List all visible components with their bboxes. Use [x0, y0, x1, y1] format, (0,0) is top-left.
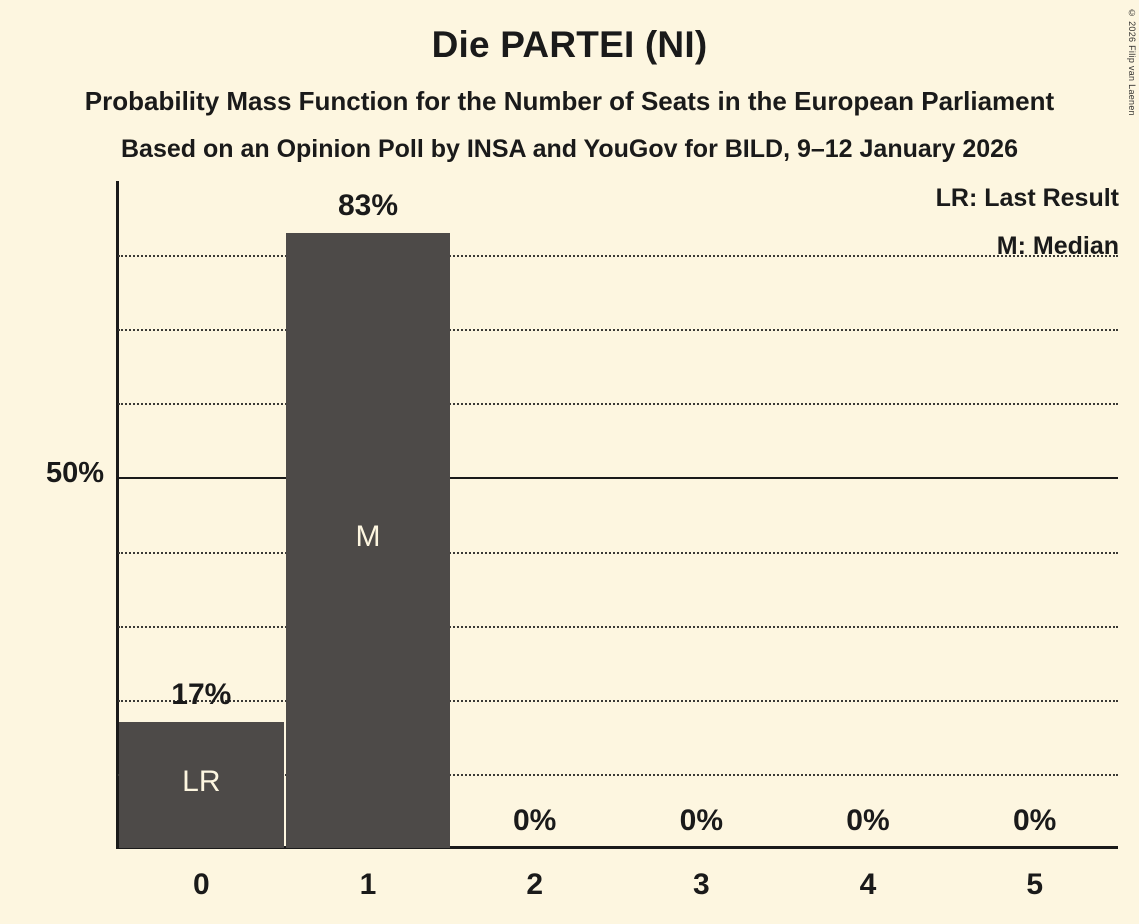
- bar-value-label-0: 17%: [171, 678, 232, 711]
- bar-value-label-4: 0%: [846, 804, 890, 837]
- gridline-20: [118, 699, 1118, 702]
- x-axis-tick-5: 5: [1026, 868, 1043, 901]
- y-axis-tick-label: 50%: [45, 457, 104, 490]
- x-axis-tick-0: 0: [192, 868, 210, 901]
- x-axis-tick-2: 2: [526, 868, 543, 901]
- gridline-50: [118, 477, 1118, 480]
- gridline-60: [118, 403, 1118, 406]
- bar-marker-last-result: LR: [182, 765, 221, 798]
- bar-value-label-5: 0%: [1012, 804, 1057, 837]
- bar-marker-median: M: [355, 520, 381, 554]
- x-axis-tick-1: 1: [359, 868, 377, 901]
- bar-seat-0: LR: [119, 722, 284, 848]
- bar-value-label-3: 0%: [679, 804, 723, 837]
- gridline-80: [118, 255, 1118, 258]
- plot-area: LR M: [118, 181, 1118, 848]
- legend-median: M: Median: [996, 232, 1119, 260]
- page-title: Die PARTEI (NI): [431, 24, 708, 65]
- bar-seat-1: M: [285, 232, 451, 848]
- bar-value-label-1: 83%: [337, 188, 398, 222]
- bar-value-label-2: 0%: [512, 804, 557, 837]
- legend-last-result: LR: Last Result: [935, 184, 1119, 212]
- x-axis-line: [116, 846, 1118, 849]
- gridline-40: [118, 551, 1118, 554]
- chart-subtitle: Probability Mass Function for the Number…: [84, 86, 1055, 116]
- chart-source-line: Based on an Opinion Poll by INSA and You…: [121, 135, 1018, 163]
- copyright-notice: © 2026 Filip van Laenen: [1127, 8, 1137, 116]
- x-axis-tick-4: 4: [859, 868, 877, 901]
- y-axis-line: [116, 181, 119, 848]
- gridline-10: [118, 773, 1118, 776]
- gridline-30: [118, 625, 1118, 628]
- x-axis-tick-3: 3: [692, 868, 710, 901]
- gridline-70: [118, 329, 1118, 332]
